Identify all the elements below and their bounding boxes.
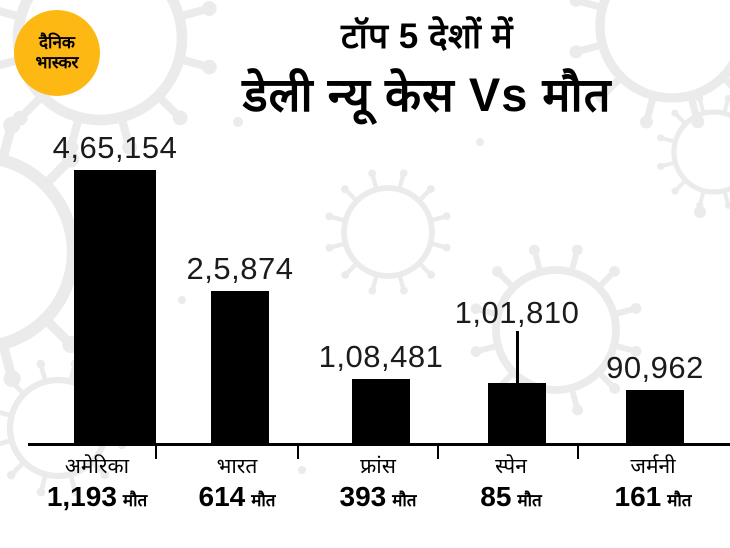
deaths-count: 85 [480,481,512,512]
deaths-unit: मौत [667,491,692,510]
deaths-label: 85 मौत [426,481,596,513]
chart-title: टॉप 5 देशों में डेली न्यू केस Vs मौत [124,12,730,125]
deaths-count: 393 [339,481,387,512]
deaths-label: 393 मौत [293,481,463,513]
deaths-unit: मौत [122,491,148,510]
deaths-label: 614 मौत [152,481,322,513]
country-label: अमेरिका [64,455,130,478]
bar-0 [74,170,156,443]
deaths-count: 614 [198,481,246,512]
deaths-count: 1,193 [46,481,117,512]
country-label: स्पेन [495,455,527,478]
axis-tick [437,443,439,459]
bar-4 [626,390,684,443]
bar-1 [211,291,269,443]
case-value-label: 90,962 [606,350,704,385]
case-value-label: 1,08,481 [318,339,444,374]
chart-title-line1: टॉप 5 देशों में [340,17,514,56]
label-callout-line [515,331,519,383]
brand-logo-line1: दैनिक [39,32,75,52]
case-value-label: 4,65,154 [52,130,178,165]
country-label: जर्मनी [630,455,676,478]
deaths-label: 161 मौत [568,481,730,513]
bar-3 [488,383,546,443]
deaths-count: 161 [614,481,662,512]
country-label: भारत [216,455,258,478]
axis-tick [577,443,579,459]
deaths-unit: मौत [517,491,542,510]
deaths-unit: मौत [392,491,417,510]
country-label: फ्रांस [360,455,396,478]
case-value-label: 1,01,810 [454,295,580,330]
brand-logo: दैनिक भास्कर [14,10,100,96]
axis-tick [155,443,157,459]
deaths-unit: मौत [251,491,276,510]
brand-logo-line2: भास्कर [35,53,79,72]
bar-2 [352,379,410,443]
deaths-label: 1,193 मौत [12,481,182,513]
x-axis-line [28,443,730,446]
axis-tick [297,443,299,459]
case-value-label: 2,5,874 [186,251,294,286]
chart-title-line2: डेली न्यू केस Vs मौत [242,68,612,121]
